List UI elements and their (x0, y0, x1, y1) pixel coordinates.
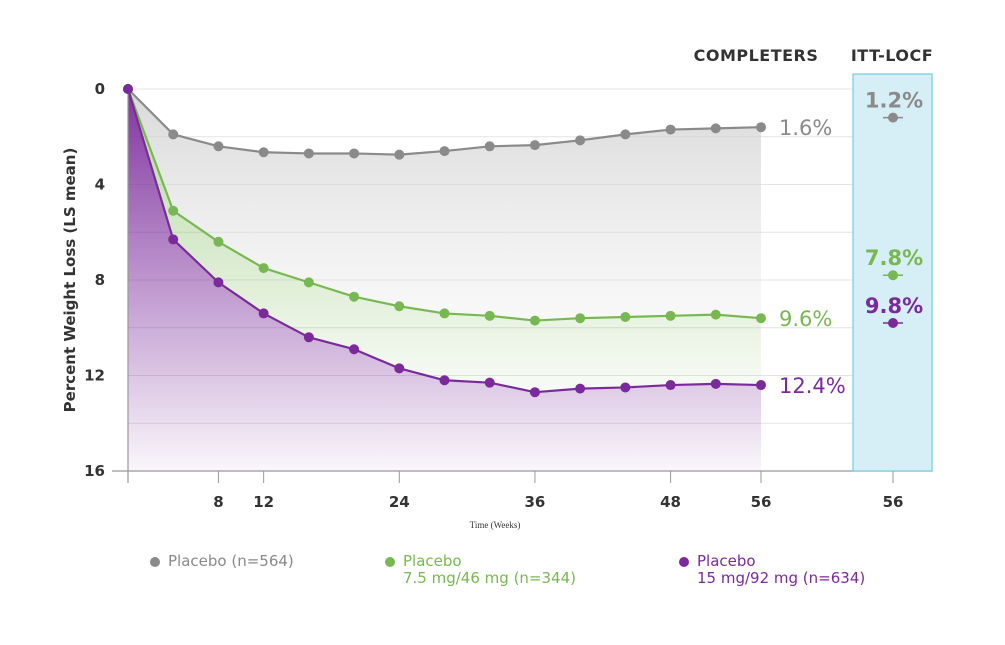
data-point (394, 149, 405, 160)
data-point (213, 141, 224, 152)
data-point (710, 309, 721, 320)
data-point (484, 141, 495, 152)
data-point (258, 147, 269, 158)
legend-swatch (385, 557, 395, 567)
data-point (665, 310, 676, 321)
x-tick-label: 12 (253, 493, 274, 511)
data-point (529, 315, 540, 326)
area-placebo (128, 89, 761, 321)
data-point (756, 380, 766, 391)
data-point (529, 140, 540, 151)
data-point (123, 84, 133, 94)
data-point (168, 205, 179, 216)
itt-marker-point (888, 112, 898, 123)
y-tick-label: 4 (95, 176, 105, 194)
x-tick-label: 24 (389, 493, 410, 511)
data-point (575, 383, 586, 394)
data-point (168, 234, 179, 245)
data-point (168, 129, 179, 140)
data-point (484, 377, 495, 388)
x-tick-label: 36 (524, 493, 545, 511)
y-tick-label: 0 (95, 80, 105, 98)
data-point (710, 378, 721, 389)
itt-locf-panel (852, 73, 933, 483)
legend-label-line1: Placebo (403, 552, 462, 570)
itt-marker-point (888, 317, 898, 328)
legend-label-line2: 7.5 mg/46 mg (n=344) (403, 569, 576, 587)
data-point (349, 148, 360, 159)
data-point (258, 308, 269, 319)
x-tick-label: 56 (751, 493, 772, 511)
x-tick-label: 8 (213, 493, 223, 511)
area-15mg (128, 89, 761, 471)
data-point (258, 263, 269, 274)
series-points (123, 84, 766, 398)
itt-value-label: 1.2% (865, 89, 923, 113)
y-axis-title: Percent Weight Loss (LS mean) (61, 148, 79, 413)
data-point (756, 122, 766, 133)
data-point (439, 375, 450, 386)
area-7-5mg (128, 89, 761, 393)
data-point (710, 123, 721, 134)
data-point (303, 277, 314, 288)
data-point (349, 291, 360, 302)
data-point (394, 301, 405, 312)
data-point (484, 310, 495, 321)
y-tick-label: 16 (84, 462, 105, 480)
data-point (349, 344, 360, 355)
area-fills (128, 89, 761, 471)
x-tick-label: 48 (660, 493, 681, 511)
data-point (394, 363, 405, 374)
legend-label-line1: Placebo (697, 552, 756, 570)
data-point (439, 308, 450, 319)
legend-swatch (679, 557, 689, 567)
legend-label: Placebo 15 mg/92 mg (n=634) (697, 553, 865, 587)
data-point (213, 236, 224, 247)
legend-label-line2: 15 mg/92 mg (n=634) (697, 569, 866, 587)
end-value-label: 12.4% (779, 374, 846, 398)
itt-marker-point (888, 270, 898, 281)
data-point (665, 124, 676, 135)
data-point (575, 313, 586, 324)
data-point (439, 146, 450, 157)
legend-label: Placebo 7.5 mg/46 mg (n=344) (403, 553, 576, 587)
data-point (529, 387, 540, 398)
data-point (620, 129, 631, 140)
data-point (303, 332, 314, 343)
itt-value-label: 9.8% (865, 294, 923, 318)
y-tick-label: 12 (84, 367, 105, 385)
y-tick-label: 8 (95, 271, 105, 289)
data-point (620, 312, 631, 323)
data-point (213, 277, 224, 288)
legend-swatch (150, 557, 160, 567)
end-value-label: 1.6% (779, 116, 832, 140)
data-point (665, 380, 676, 391)
legend-label: Placebo (n=564) (168, 553, 294, 570)
itt-value-label: 7.8% (865, 246, 923, 270)
itt-locf-header: ITT-LOCF (851, 46, 933, 65)
data-point (303, 148, 314, 159)
data-point (575, 135, 586, 146)
data-point (756, 313, 766, 324)
itt-x-tick-label: 56 (883, 493, 904, 511)
legend-label-line1: Placebo (n=564) (168, 552, 294, 570)
end-value-label: 9.6% (779, 307, 832, 331)
axes (112, 89, 932, 483)
completers-header: COMPLETERS (694, 46, 819, 65)
x-axis-title: Time (Weeks) (470, 520, 521, 530)
data-point (620, 382, 631, 393)
